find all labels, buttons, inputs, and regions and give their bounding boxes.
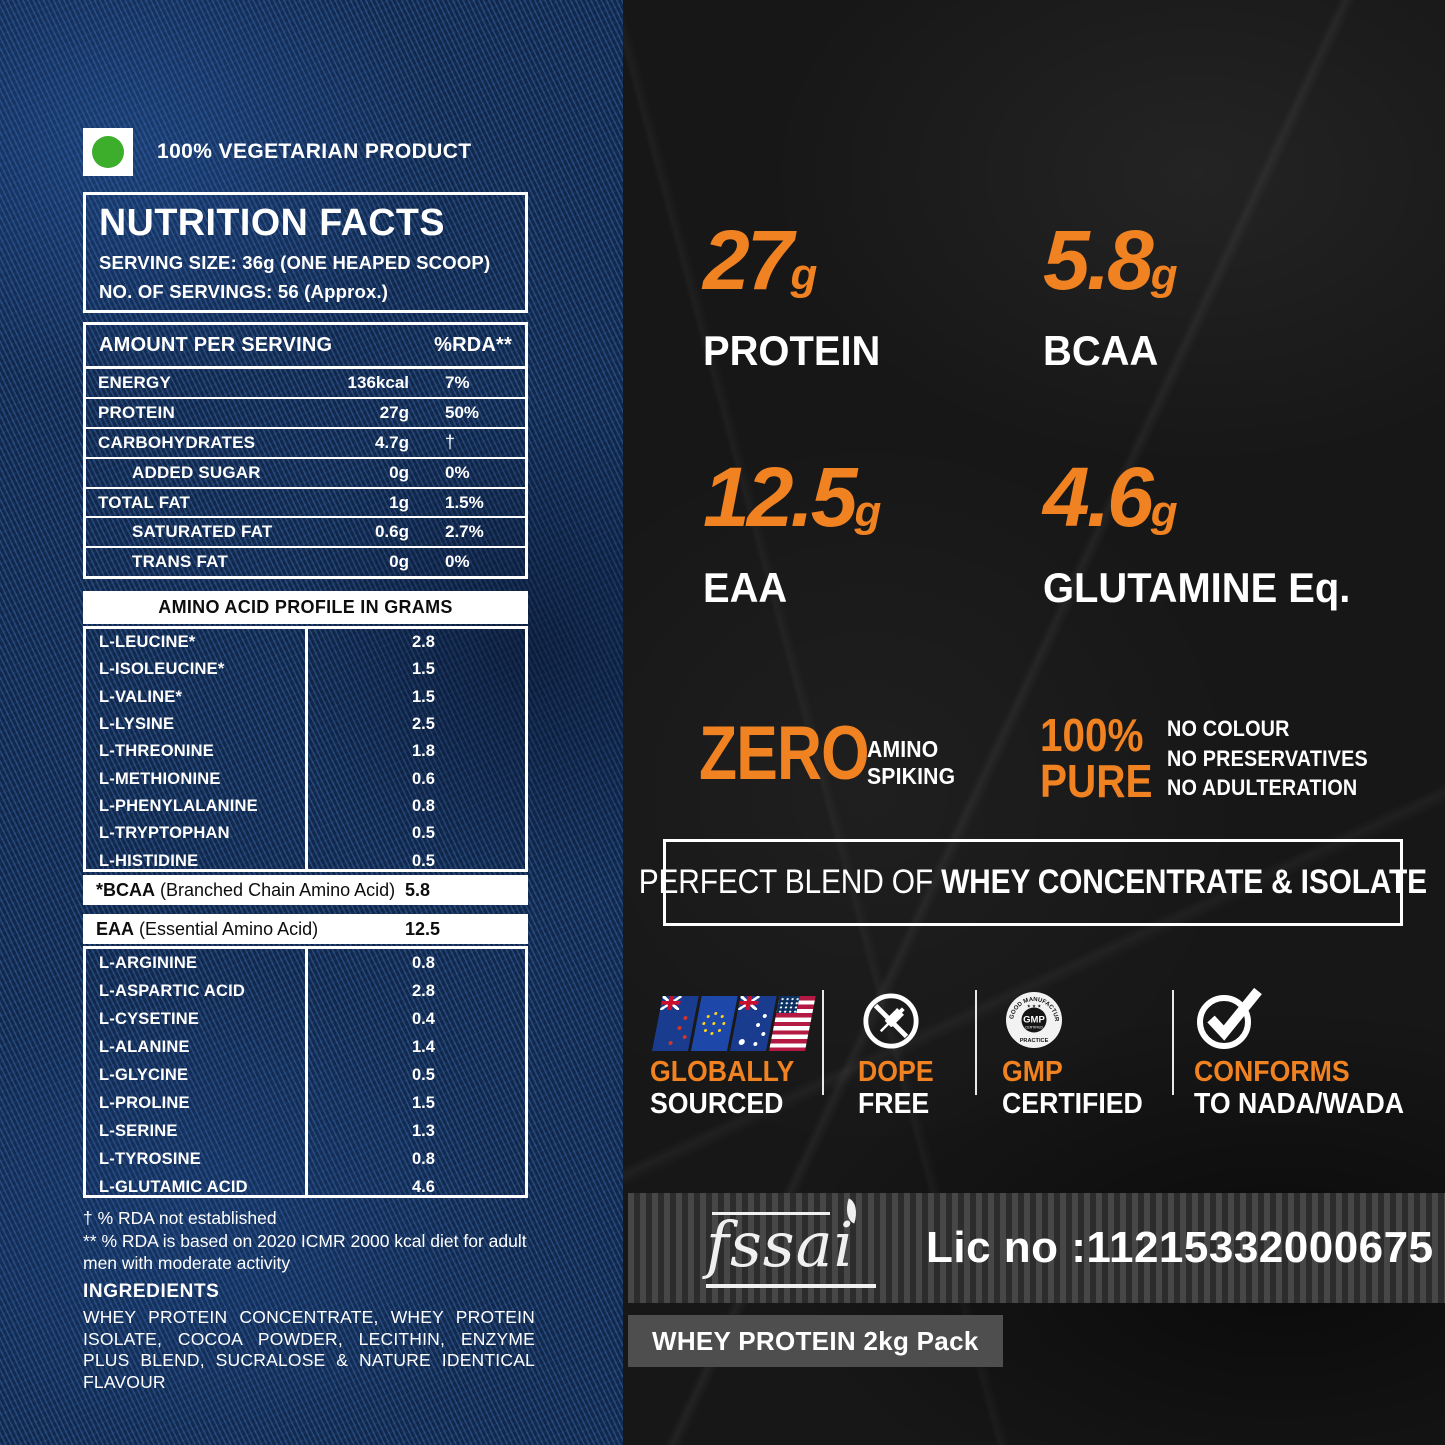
vegetarian-row: 100% VEGETARIAN PRODUCT	[83, 128, 472, 176]
svg-text:GMP: GMP	[1023, 1015, 1045, 1026]
amino-row: L-LYSINE 2.5	[99, 715, 435, 734]
servings-count-text: NO. OF SERVINGS: 56 (Approx.)	[99, 281, 389, 302]
footnote-rda: ** % RDA is based on 2020 ICMR 2000 kcal…	[83, 1231, 527, 1273]
amino-row: L-PHENYLALANINE 0.8	[99, 796, 435, 815]
nada-wada-label: TO NADA/WADA	[1194, 1088, 1404, 1120]
fssai-logo: fssai	[706, 1198, 884, 1288]
amino-row: L-THREONINE 1.8	[99, 742, 435, 761]
amino-row: L-ALANINE 1.4	[99, 1037, 435, 1056]
footnote-dagger: † % RDA not established	[83, 1208, 277, 1228]
column-divider	[305, 629, 308, 869]
amino-row: L-METHIONINE 0.6	[99, 769, 435, 788]
amino-row: L-TYROSINE 0.8	[99, 1149, 435, 1168]
svg-text:CERTIFIED: CERTIFIED	[1025, 1026, 1043, 1030]
fssai-license-number: Lic no :11215332000675	[926, 1223, 1434, 1272]
stat-protein: 27g PROTEIN	[703, 218, 890, 375]
amino-row: L-PROLINE 1.5	[99, 1093, 435, 1112]
amino-row: L-ARGININE 0.8	[99, 953, 435, 972]
stat-label: GLUTAMINE Eq.	[1043, 564, 1351, 611]
amino-row: L-ISOLEUCINE* 1.5	[99, 660, 435, 679]
rda-header-label: %RDA**	[434, 334, 512, 356]
sourced-label: SOURCED	[650, 1088, 784, 1120]
blend-banner: PERFECT BLEND OF WHEY CONCENTRATE & ISOL…	[639, 839, 1427, 926]
table-row: ADDED SUGAR 0g 0%	[86, 456, 525, 487]
fssai-band: fssai Lic no :11215332000675	[628, 1193, 1445, 1303]
bcaa-total-row: *BCAA (Branched Chain Amino Acid) 5.8	[83, 875, 528, 905]
dope-label: DOPE	[858, 1056, 934, 1088]
free-label: FREE	[858, 1088, 930, 1120]
badge-divider	[1172, 990, 1174, 1095]
amount-per-serving-label: AMOUNT PER SERVING	[99, 334, 333, 356]
stat-label: BCAA	[1043, 327, 1159, 374]
amino-row: L-VALINE* 1.5	[99, 687, 435, 706]
amino-table-1: L-LEUCINE* 2.8 L-ISOLEUCINE* 1.5 L-VALINE*…	[83, 626, 528, 872]
blend-banner-text: PERFECT BLEND OF WHEY CONCENTRATE & ISOL…	[638, 863, 1428, 901]
badge-divider	[822, 990, 824, 1095]
amino-row: L-GLYCINE 0.5	[99, 1065, 435, 1084]
conforms-label: CONFORMS	[1194, 1056, 1350, 1088]
table-row: ENERGY 136kcal 7%	[98, 372, 470, 392]
green-dot-icon	[92, 136, 124, 168]
pack-size-label: WHEY PROTEIN 2kg Pack	[628, 1315, 1003, 1367]
nutrition-table-header: AMOUNT PER SERVING %RDA**	[86, 325, 525, 369]
flags-icon	[652, 996, 816, 1051]
stat-label: EAA	[703, 564, 788, 611]
footnotes: † % RDA not established ** % RDA is base…	[83, 1207, 545, 1275]
pure-claims: NO COLOUR NO PRESERVATIVES NO ADULTERATI…	[1167, 716, 1368, 800]
serving-size-text: SERVING SIZE: 36g (ONE HEAPED SCOOP)	[99, 252, 491, 273]
stat-label: PROTEIN	[703, 327, 881, 374]
amino-row: L-CYSETINE 0.4	[99, 1009, 435, 1028]
amino-row: L-ASPARTIC ACID 2.8	[99, 981, 435, 1000]
zero-spiking-label: AMINO SPIKING	[867, 736, 956, 789]
column-divider	[305, 949, 308, 1195]
amino-row: L-HISTIDINE 0.5	[99, 851, 435, 870]
certified-label: CERTIFIED	[1002, 1088, 1143, 1120]
amino-row: L-LEUCINE* 2.8	[99, 633, 435, 652]
dope-free-icon	[863, 993, 919, 1049]
nutrition-table: AMOUNT PER SERVING %RDA** ENERGY 136kcal…	[83, 322, 528, 579]
stat-value: 5.8g	[1043, 213, 1178, 307]
globally-label: GLOBALLY	[650, 1056, 795, 1088]
badge-divider	[975, 990, 977, 1095]
gmp-badge-icon: GOOD MANUFACTURING ★ ★ ★ GMP CERTIFIED P…	[1004, 990, 1062, 1048]
table-row: TRANS FAT 0g 0%	[86, 546, 525, 576]
amino-row: L-GLUTAMIC ACID 4.6	[99, 1177, 435, 1196]
stat-bcaa: 5.8g BCAA	[1043, 213, 1178, 375]
vegetarian-label: 100% VEGETARIAN PRODUCT	[157, 140, 472, 163]
amino-table-2: L-ARGININE 0.8 L-ASPARTIC ACID 2.8 L-CYSET…	[83, 946, 528, 1198]
stat-value: 27g	[703, 213, 817, 307]
nutrition-facts-title: NUTRITION FACTS	[99, 202, 445, 244]
pure-value: 100% PURE	[1040, 709, 1153, 807]
table-row: SATURATED FAT 0.6g 2.7%	[86, 516, 525, 546]
table-row: TOTAL FAT 1g 1.5%	[86, 486, 525, 517]
vegetarian-mark-icon	[83, 128, 133, 176]
table-row: CARBOHYDRATES 4.7g †	[86, 426, 525, 457]
ingredients-title: INGREDIENTS	[83, 1281, 220, 1302]
stat-value: 12.5g	[703, 450, 881, 544]
table-row: PROTEIN 27g 50%	[86, 396, 525, 427]
amino-row: L-SERINE 1.3	[99, 1121, 435, 1140]
nutrition-facts-box: NUTRITION FACTS SERVING SIZE: 36g (ONE H…	[83, 192, 528, 313]
denim-panel	[0, 0, 623, 1445]
gmp-label: GMP	[1002, 1056, 1063, 1088]
svg-text:★ ★ ★: ★ ★ ★	[1027, 1004, 1042, 1009]
ingredients-text: WHEY PROTEIN CONCENTRATE, WHEY PROTEIN I…	[83, 1307, 535, 1392]
stat-value: 4.6g	[1043, 450, 1178, 544]
eaa-total-row: EAA (Essential Amino Acid) 12.5	[83, 914, 528, 944]
stat-glutamine: 4.6g GLUTAMINE Eq.	[1043, 455, 1367, 612]
stat-eaa: 12.5g EAA	[703, 450, 881, 612]
amino-row: L-TRYPTOPHAN 0.5	[99, 824, 435, 843]
zero-spiking-value: ZERO	[699, 711, 870, 796]
svg-text:PRACTICE: PRACTICE	[1020, 1038, 1049, 1044]
amino-profile-title: AMINO ACID PROFILE IN GRAMS	[83, 591, 528, 624]
check-icon	[1197, 987, 1262, 1049]
